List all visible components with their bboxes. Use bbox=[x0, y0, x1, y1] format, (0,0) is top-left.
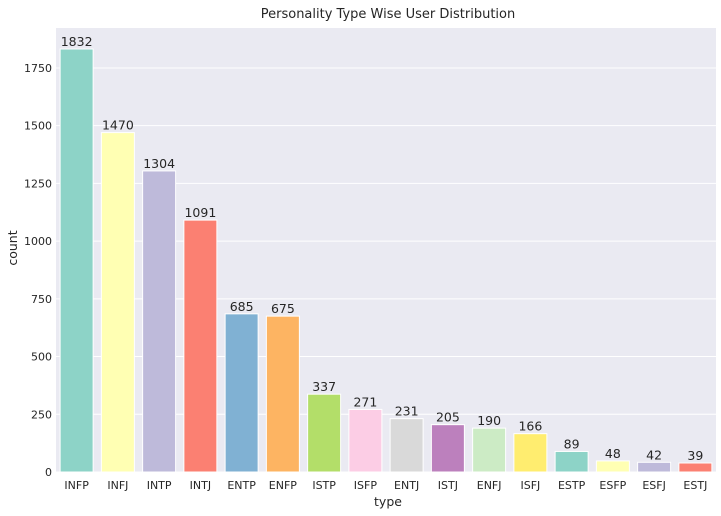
x-tick-label: ISTJ bbox=[438, 479, 458, 492]
bar-enfj bbox=[472, 427, 507, 473]
y-axis-ticks: 0 250 500 750 1000 1250 1500 1750 bbox=[24, 62, 52, 479]
x-tick-label: ESFP bbox=[599, 479, 626, 492]
x-tick-label: ENFJ bbox=[477, 479, 502, 492]
data-label: 190 bbox=[477, 413, 501, 428]
bar-entp bbox=[224, 313, 259, 473]
bar-entj bbox=[389, 418, 424, 473]
bar-esfp bbox=[595, 460, 630, 473]
bar-isfp bbox=[348, 408, 383, 473]
data-label: 48 bbox=[605, 446, 621, 461]
bar-infj bbox=[100, 132, 135, 473]
data-label: 39 bbox=[687, 448, 703, 463]
x-axis-label: type bbox=[374, 494, 402, 509]
x-tick-label: INFP bbox=[64, 479, 89, 492]
x-tick-label: ISTP bbox=[312, 479, 336, 492]
bar-infp bbox=[59, 48, 94, 473]
bar-isfj bbox=[513, 433, 548, 473]
data-label: 231 bbox=[395, 404, 419, 419]
data-label: 675 bbox=[271, 301, 295, 316]
data-label: 166 bbox=[518, 419, 542, 434]
data-label: 1832 bbox=[61, 34, 93, 49]
data-labels: 1832 1470 1304 1091 685 675 337 271 231 205 190 166… bbox=[61, 34, 704, 463]
x-tick-label: ENTP bbox=[227, 479, 256, 492]
x-tick-label: ENTJ bbox=[394, 479, 419, 492]
y-tick-label: 1000 bbox=[24, 235, 52, 248]
bar-enfp bbox=[265, 315, 300, 473]
x-tick-label: ISFP bbox=[354, 479, 378, 492]
x-tick-label: ESFJ bbox=[642, 479, 666, 492]
data-label: 685 bbox=[230, 299, 254, 314]
y-tick-label: 500 bbox=[31, 351, 52, 364]
y-tick-label: 750 bbox=[31, 293, 52, 306]
x-tick-label: INTJ bbox=[190, 479, 211, 492]
x-tick-label: ISFJ bbox=[520, 479, 540, 492]
data-label: 1304 bbox=[143, 156, 175, 171]
data-label: 89 bbox=[564, 436, 580, 451]
bar-estp bbox=[554, 450, 589, 473]
x-axis-ticks: INFP INFJ INTP INTJ ENTP ENFP ISTP ISFP ENTJ ISTJ… bbox=[64, 479, 707, 492]
x-tick-label: ESTP bbox=[558, 479, 586, 492]
x-tick-label: ENFP bbox=[269, 479, 298, 492]
y-tick-label: 250 bbox=[31, 408, 52, 421]
y-tick-label: 0 bbox=[45, 466, 52, 479]
data-label: 42 bbox=[646, 447, 662, 462]
bar-intp bbox=[142, 170, 177, 473]
bar-esfj bbox=[637, 461, 672, 473]
bar-istp bbox=[307, 393, 342, 473]
y-axis-label: count bbox=[5, 230, 20, 265]
data-label: 205 bbox=[436, 410, 460, 425]
data-label: 271 bbox=[353, 394, 377, 409]
bar-estj bbox=[678, 462, 713, 473]
bars bbox=[59, 48, 713, 473]
y-tick-label: 1750 bbox=[24, 62, 52, 75]
data-label: 1091 bbox=[184, 205, 216, 220]
y-tick-label: 1500 bbox=[24, 120, 52, 133]
x-tick-label: INTP bbox=[147, 479, 172, 492]
y-tick-label: 1250 bbox=[24, 177, 52, 190]
data-label: 337 bbox=[312, 379, 336, 394]
x-tick-label: ESTJ bbox=[683, 479, 707, 492]
bar-istj bbox=[430, 424, 465, 473]
x-tick-label: INFJ bbox=[107, 479, 128, 492]
chart-title: Personality Type Wise User Distribution bbox=[261, 7, 515, 22]
data-label: 1470 bbox=[102, 118, 134, 133]
bar-intj bbox=[183, 219, 218, 473]
